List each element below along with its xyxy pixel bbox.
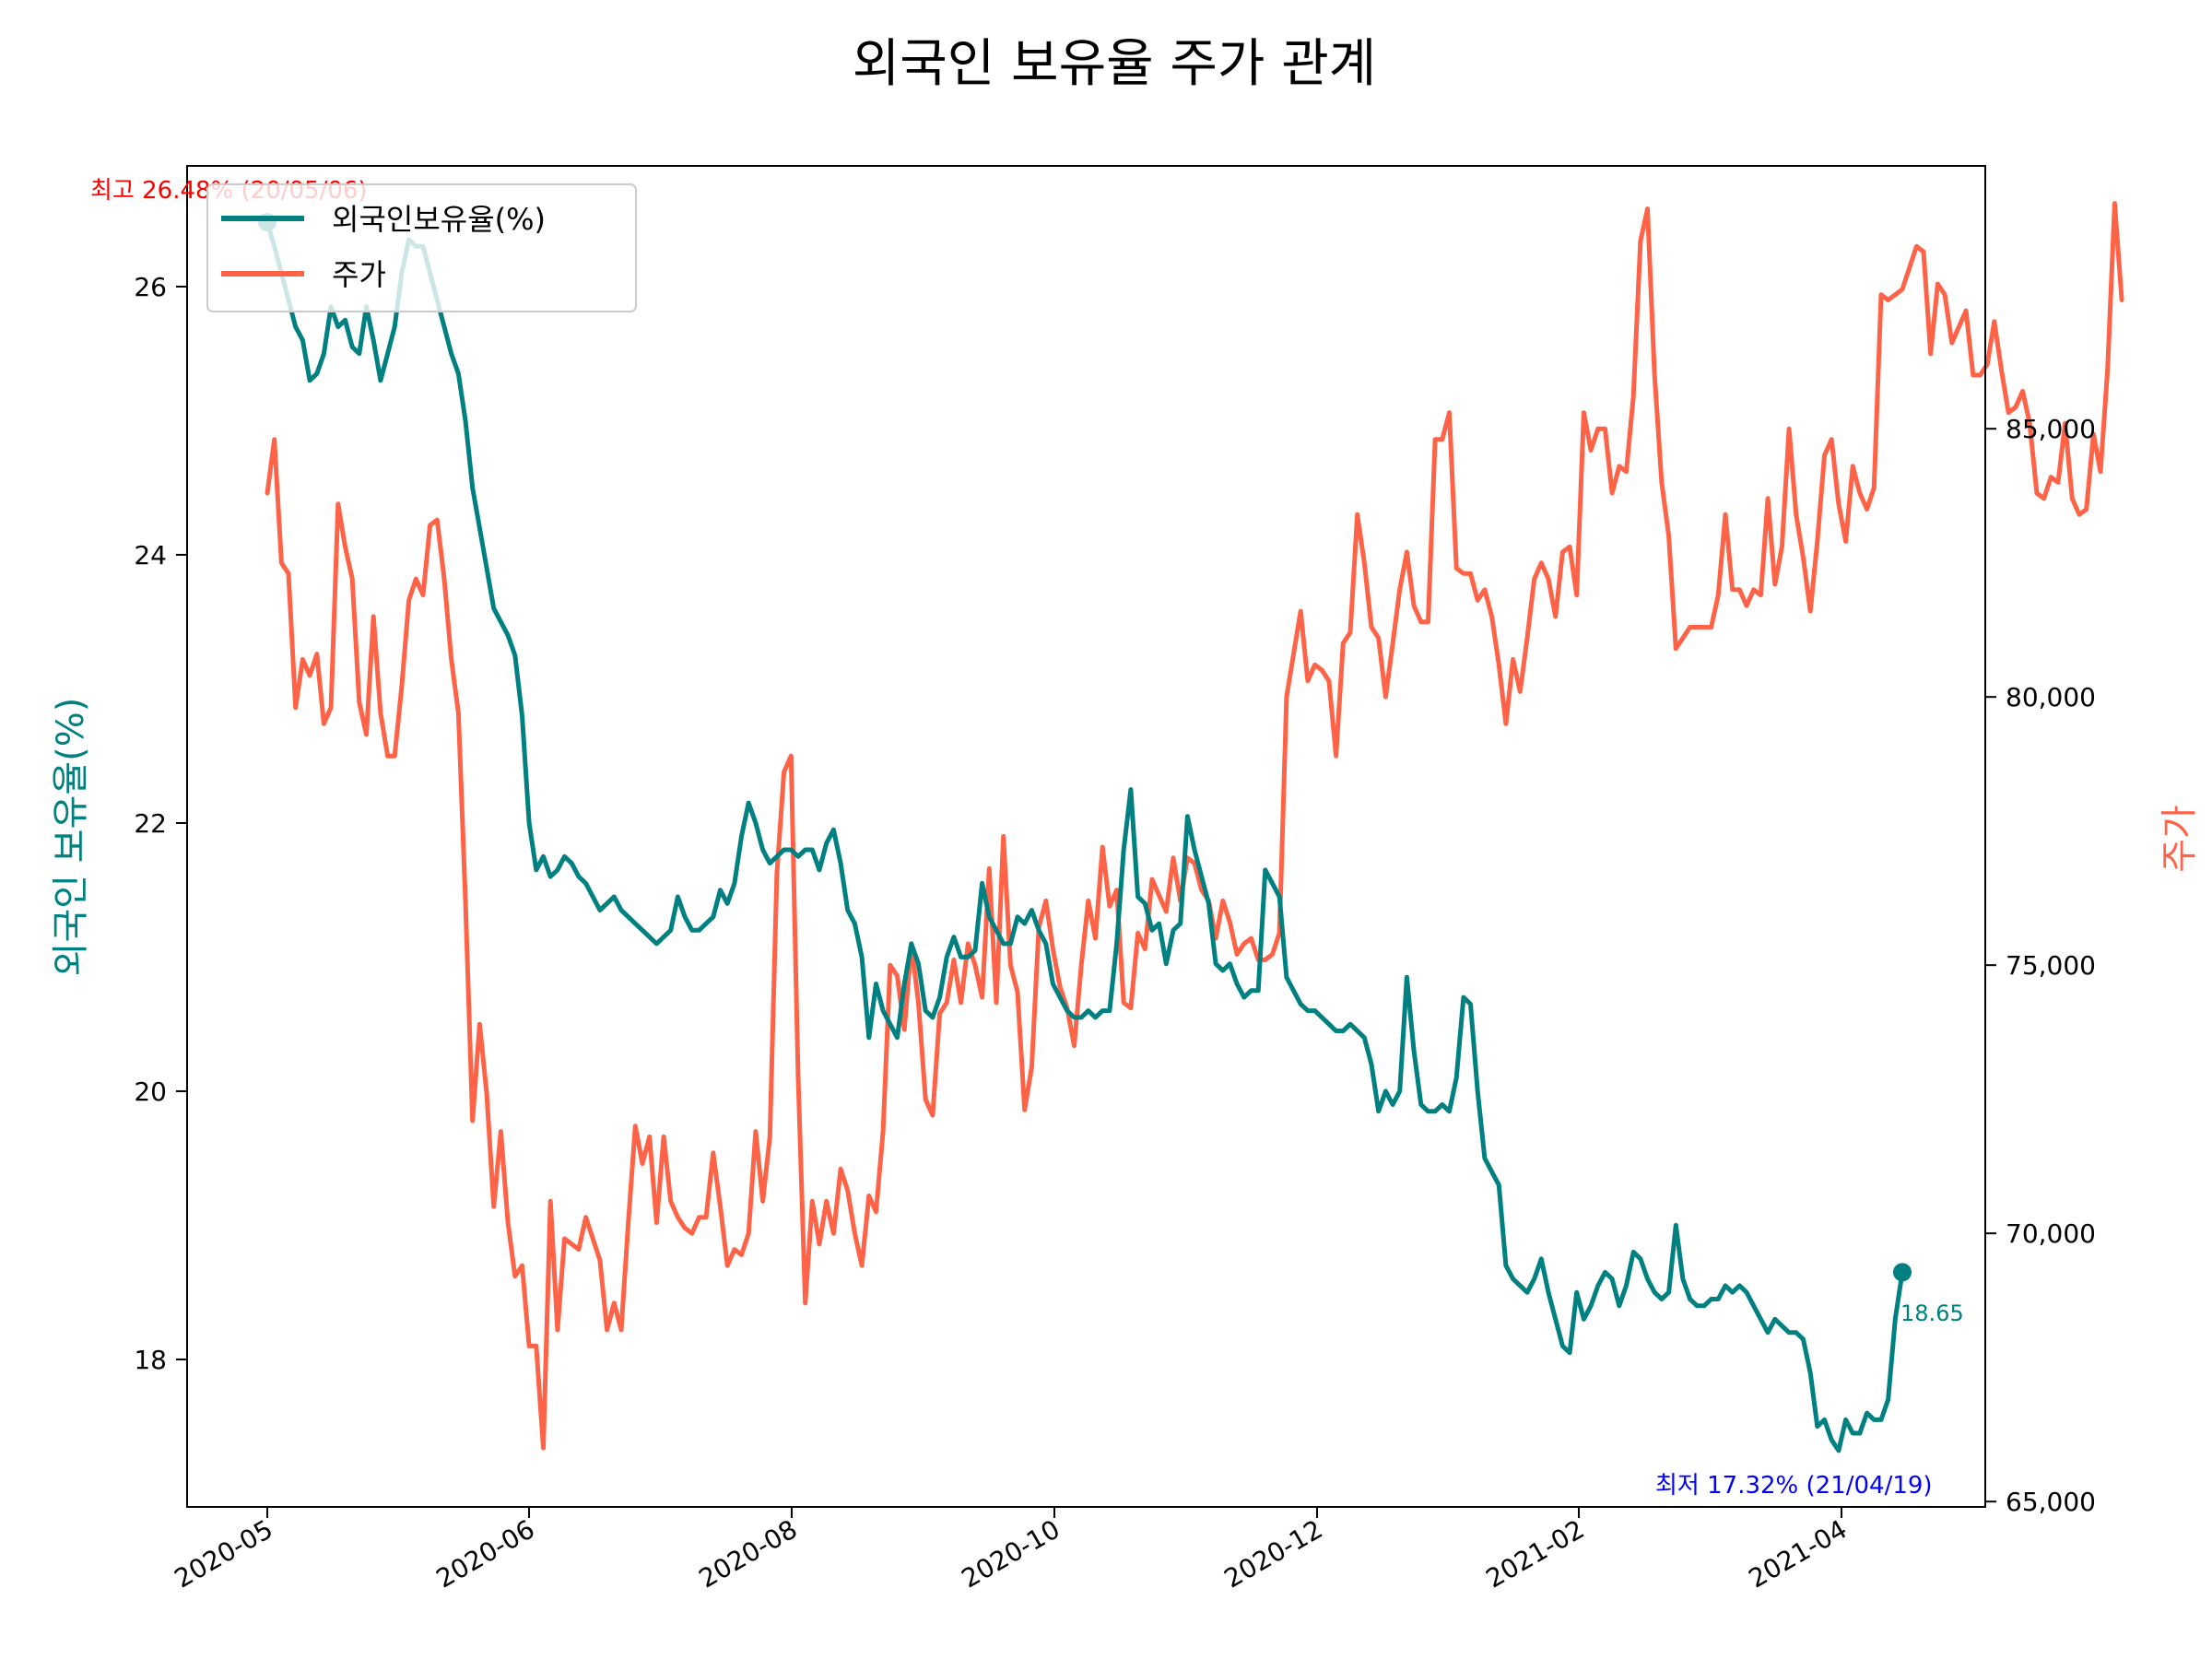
y-axis-left: 18 20 22 24 26: [134, 272, 187, 1375]
legend-label-foreign: 외국인보유율(%): [332, 202, 546, 237]
y-right-tick-label: 70,000: [2006, 1218, 2096, 1249]
y-axis-right-label: 주가: [2159, 805, 2201, 873]
y-axis-left-label: 외국인 보유율(%): [50, 698, 92, 977]
legend: 외국인보유율(%) 주가: [206, 183, 637, 312]
last-value-annotation: 18.65: [1900, 1300, 1964, 1326]
last-point-marker: [1893, 1263, 1912, 1282]
series-line-foreign-ratio: [265, 219, 1905, 1453]
y-right-tick-label: 65,000: [2006, 1487, 2096, 1517]
legend-box: [206, 183, 637, 312]
y-left-tick-label: 22: [134, 808, 167, 839]
series-layer: [265, 201, 2124, 1453]
series-line-price: [265, 201, 2124, 1451]
plot-frame: [186, 165, 1986, 1508]
y-right-tick-label: 80,000: [2006, 682, 2096, 712]
y-right-tick-label: 75,000: [2006, 950, 2096, 981]
y-left-tick-label: 18: [134, 1345, 167, 1375]
legend-label-price: 주가: [332, 257, 386, 292]
y-right-tick-label: 85,000: [2006, 414, 2096, 444]
y-left-tick-label: 20: [134, 1077, 167, 1107]
chart-title: 외국인 보유율 주가 관계: [853, 34, 1377, 94]
y-axis-right: 65,000 70,000 75,000 80,000 85,000: [1985, 414, 2096, 1517]
min-annotation: 최저 17.32% (21/04/19): [1655, 1472, 1933, 1500]
y-left-tick-label: 26: [134, 272, 167, 302]
y-left-tick-label: 24: [134, 540, 167, 571]
